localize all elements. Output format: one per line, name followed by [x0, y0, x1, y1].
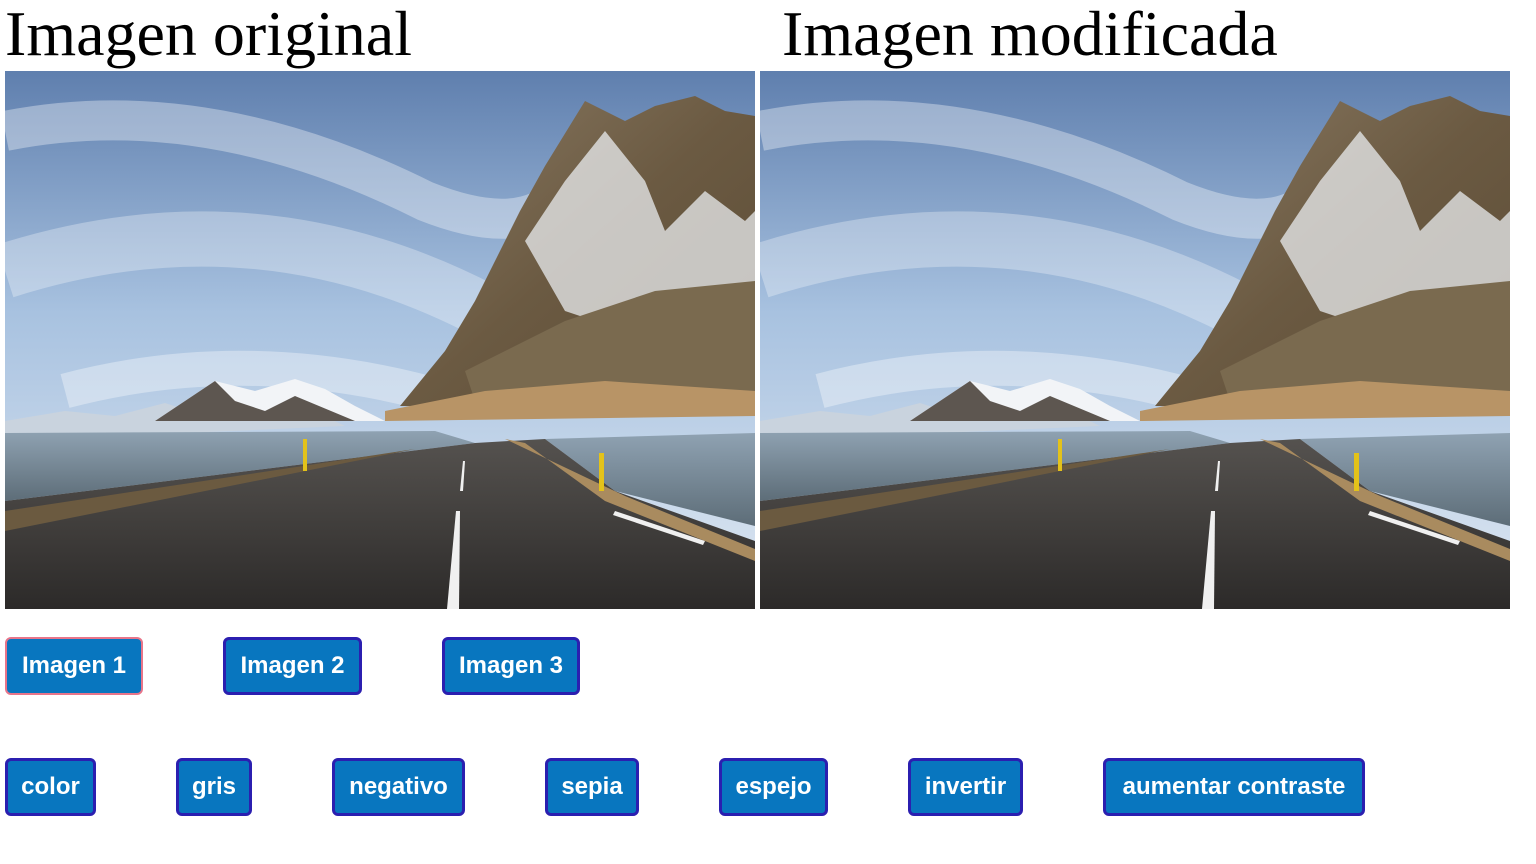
image-2-button[interactable]: Imagen 2 — [223, 637, 362, 695]
increase-contrast-button[interactable]: aumentar contraste — [1103, 758, 1365, 816]
invert-filter-button[interactable]: invertir — [908, 758, 1023, 816]
modified-image-title: Imagen modificada — [782, 0, 1278, 69]
original-image — [5, 71, 755, 609]
modified-image — [760, 71, 1510, 609]
image-1-button[interactable]: Imagen 1 — [5, 637, 143, 695]
color-filter-button[interactable]: color — [5, 758, 96, 816]
sepia-filter-button[interactable]: sepia — [545, 758, 639, 816]
negative-filter-button[interactable]: negativo — [332, 758, 465, 816]
original-image-title: Imagen original — [5, 0, 412, 69]
gray-filter-button[interactable]: gris — [176, 758, 252, 816]
image-3-button[interactable]: Imagen 3 — [442, 637, 580, 695]
mirror-filter-button[interactable]: espejo — [719, 758, 828, 816]
